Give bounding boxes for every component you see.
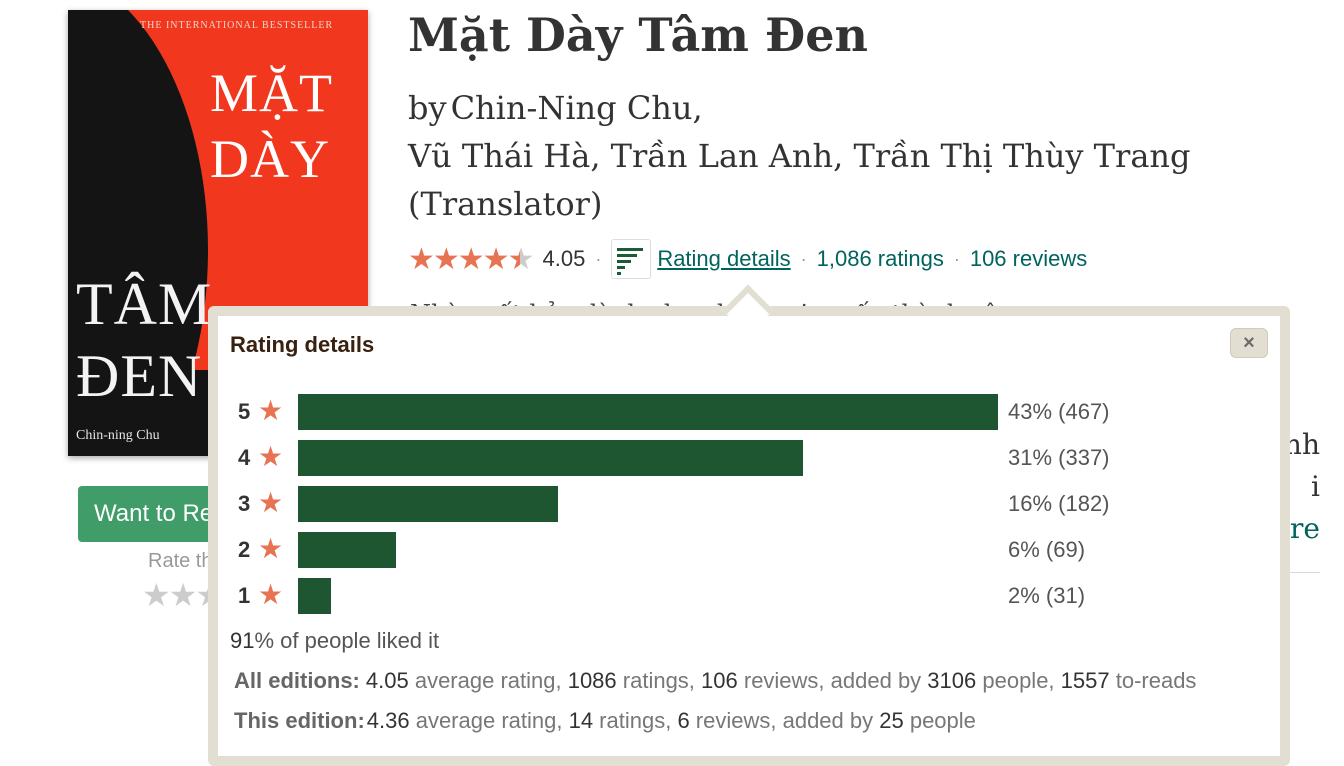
author-link[interactable]: Chin-Ning Chu, xyxy=(450,89,703,127)
rating-row-3: 3 ★ 16% (182) xyxy=(218,484,1280,530)
stat-value: 4.36 xyxy=(366,708,410,733)
rating-bar xyxy=(298,394,998,430)
rating-percent-label: 43% (467) xyxy=(1008,399,1110,424)
reviews-count-link[interactable]: 106 reviews xyxy=(969,246,1088,271)
stat-text: average rating, xyxy=(409,708,569,733)
rating-bar xyxy=(298,532,396,568)
rating-row-4: 4 ★ 31% (337) xyxy=(218,438,1280,484)
full-stars: ★★★★ xyxy=(408,242,510,276)
cover-title-line: TÂM xyxy=(76,271,213,337)
all-editions-label: All editions: xyxy=(234,668,360,693)
stat-value: 14 xyxy=(568,708,594,733)
separator-dot: · xyxy=(953,248,960,269)
cover-title-line: MẶT xyxy=(210,63,333,123)
stat-value: 4.05 xyxy=(365,668,409,693)
liked-percent: 91 xyxy=(230,628,255,653)
stat-value: 6 xyxy=(677,708,690,733)
stat-text: to-reads xyxy=(1109,668,1197,693)
average-rating-value: 4.05 xyxy=(542,246,586,271)
rating-percent-label: 2% (31) xyxy=(1008,583,1086,608)
by-label: by xyxy=(408,89,447,127)
average-rating-stars: ★★★★★ xyxy=(408,242,535,277)
rating-percent-label: 6% (69) xyxy=(1008,537,1086,562)
liked-summary: 91% of people liked it xyxy=(230,628,439,654)
star-count-label: 1 xyxy=(238,583,251,608)
star-icon: ★ xyxy=(258,579,284,610)
cover-author: Chin-ning Chu xyxy=(76,428,160,443)
stat-text: ratings, xyxy=(593,708,678,733)
rating-details-popup: Rating details × 5 ★ 43% (467) 4 ★ 31% (337) 3… xyxy=(208,306,1290,766)
separator-dot: · xyxy=(800,248,807,269)
star-icon: ★ xyxy=(258,441,284,472)
rating-bar xyxy=(298,578,331,614)
half-star: ★ xyxy=(507,242,535,276)
rating-row-5: 5 ★ 43% (467) xyxy=(218,392,1280,438)
cover-title-line: DÀY xyxy=(210,129,330,189)
stat-value: 3106 xyxy=(927,668,977,693)
book-cover[interactable]: THE INTERNATIONAL BESTSELLER MẶT DÀY TÂM… xyxy=(68,10,368,456)
liked-text: % of people liked it xyxy=(254,628,440,653)
this-edition-stats: This edition:4.36 average rating, 14 rat… xyxy=(234,708,976,734)
star-count-label: 3 xyxy=(238,491,251,516)
rating-summary: ★★★★★ 4.05 · Rating details · 1,086 rati… xyxy=(408,236,1087,282)
stat-value: 25 xyxy=(879,708,904,733)
star-icon: ★ xyxy=(258,395,284,426)
divider xyxy=(1290,572,1320,573)
read-more-link[interactable]: re xyxy=(1290,512,1320,545)
translator-role: (Translator) xyxy=(408,185,603,223)
rating-bar xyxy=(298,486,558,522)
rating-row-1: 1 ★ 2% (31) xyxy=(218,576,1280,622)
rating-percent-label: 16% (182) xyxy=(1008,491,1110,516)
this-edition-label: This edition: xyxy=(234,708,365,733)
rating-details-link[interactable]: Rating details xyxy=(657,246,791,271)
popup-title: Rating details xyxy=(230,332,375,357)
star-icon: ★ xyxy=(258,533,284,564)
star-count-label: 2 xyxy=(238,537,251,562)
author-list: by Chin-Ning Chu, Vũ Thái Hà, Trần Lan An… xyxy=(408,84,1228,228)
stat-text: reviews, added by xyxy=(737,668,928,693)
translator-links[interactable]: Vũ Thái Hà, Trần Lan Anh, Trần Thị Thùy … xyxy=(408,137,1191,175)
all-editions-stats: All editions: 4.05 average rating, 1086 r… xyxy=(234,668,1196,694)
stat-value: 1086 xyxy=(567,668,617,693)
description-fragment: i xyxy=(1311,470,1320,503)
rating-percent-label: 31% (337) xyxy=(1008,445,1110,470)
stat-value: 106 xyxy=(701,668,738,693)
book-title: Mặt Dày Tâm Đen xyxy=(408,8,868,62)
star-count-label: 4 xyxy=(238,445,251,470)
separator-dot: · xyxy=(595,248,602,269)
stat-text: people, xyxy=(976,668,1061,693)
rating-bar xyxy=(298,440,803,476)
stat-text: ratings, xyxy=(616,668,702,693)
cover-bestseller-text: THE INTERNATIONAL BESTSELLER xyxy=(140,20,334,31)
ratings-count-link[interactable]: 1,086 ratings xyxy=(816,246,944,271)
stat-text: reviews, added by xyxy=(689,708,880,733)
rating-row-2: 2 ★ 6% (69) xyxy=(218,530,1280,576)
rating-details-icon[interactable] xyxy=(611,239,652,279)
rating-distribution: 5 ★ 43% (467) 4 ★ 31% (337) 3 ★ 16% (182) 2 ★ 6% (6… xyxy=(218,392,1280,622)
stat-value: 1557 xyxy=(1060,668,1110,693)
close-button[interactable]: × xyxy=(1230,328,1268,358)
stat-text: average rating, xyxy=(408,668,568,693)
stat-text: people xyxy=(903,708,976,733)
star-icon: ★ xyxy=(258,487,284,518)
star-count-label: 5 xyxy=(238,399,251,424)
cover-title-line: ĐEN xyxy=(76,343,203,409)
